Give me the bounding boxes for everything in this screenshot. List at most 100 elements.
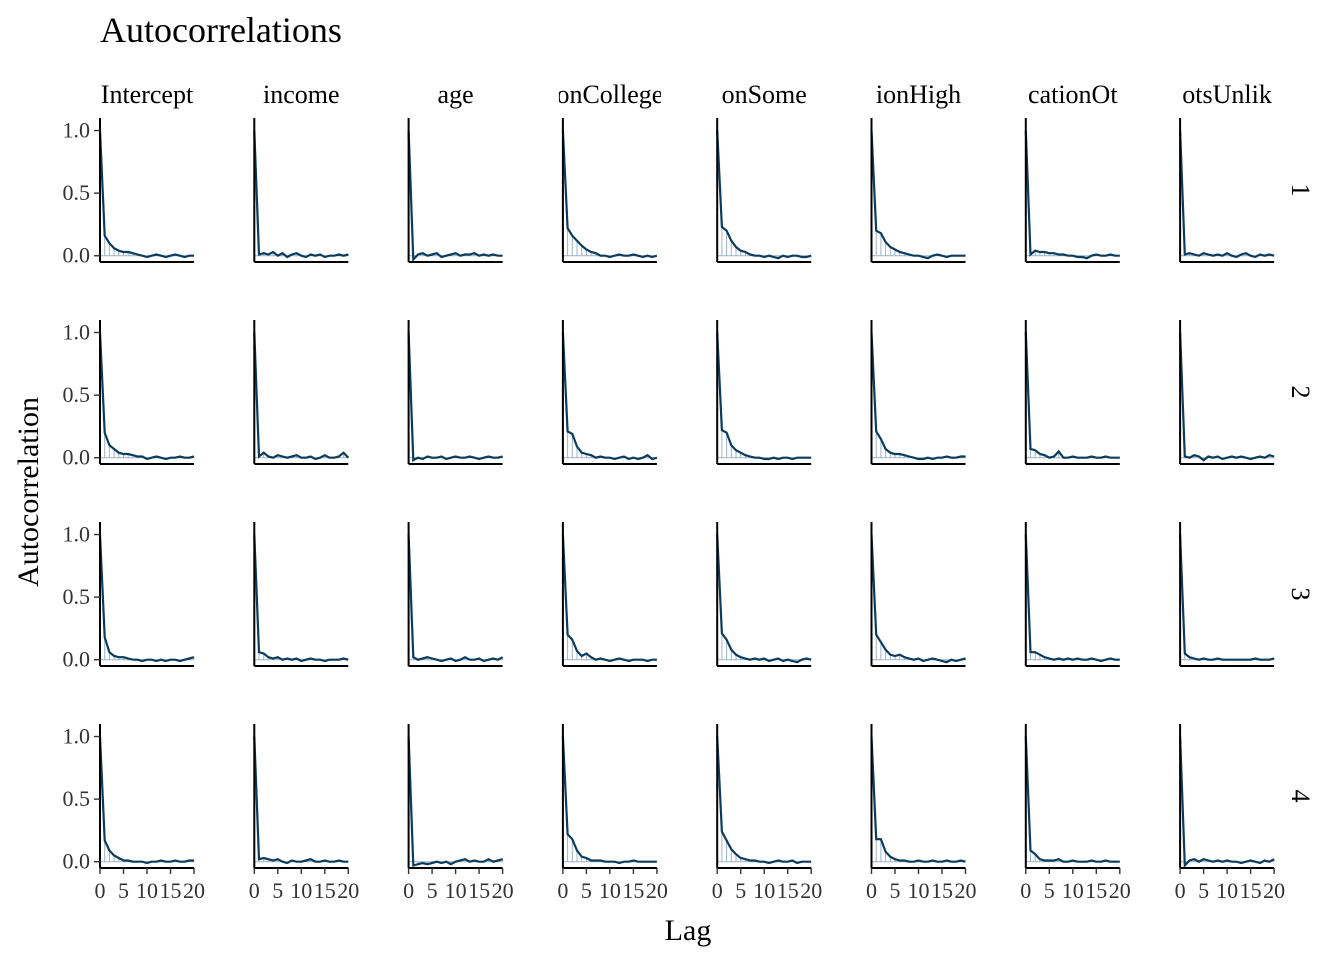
y-tick-label: 0.0	[63, 849, 91, 874]
acf-panel	[561, 320, 658, 465]
x-tick-label: 5	[890, 878, 901, 903]
x-tick-label: 15	[777, 878, 799, 903]
acf-series-line	[1024, 736, 1120, 863]
x-tick-label: 15	[468, 878, 490, 903]
x-tick-label: 20	[800, 878, 822, 903]
x-tick-label: 5	[272, 878, 283, 903]
acf-panel	[870, 320, 966, 465]
x-tick-label: 20	[1109, 878, 1131, 903]
acf-panel: 0.0 0.5 1.0	[63, 522, 195, 672]
x-tick-label: 0	[712, 878, 723, 903]
y-tick-label: 1.0	[63, 724, 91, 749]
acf-series-line	[716, 332, 812, 461]
acf-series-line	[1024, 130, 1120, 260]
acf-panel: 0 5 10 15 20	[249, 724, 359, 903]
acf-series-line	[561, 332, 658, 461]
acf-panel: 0 5 10 15 20	[1020, 724, 1131, 903]
x-tick-label: 20	[1263, 878, 1285, 903]
y-tick-label: 1.0	[63, 118, 91, 143]
acf-panel	[561, 118, 658, 263]
column-strip-label: ionHigh	[876, 80, 961, 109]
acf-series-line	[253, 130, 349, 259]
acf-series-line	[98, 736, 194, 865]
x-tick-label: 0	[557, 878, 568, 903]
x-tick-label: 15	[931, 878, 953, 903]
x-tick-label: 10	[908, 878, 930, 903]
acf-panel	[1179, 118, 1275, 263]
acf-panel	[716, 320, 812, 465]
x-tick-label: 10	[1062, 878, 1084, 903]
acf-series-line	[407, 736, 503, 867]
x-tick-label: 15	[1240, 878, 1262, 903]
acf-panel	[870, 522, 966, 667]
y-tick-label: 0.5	[63, 786, 91, 811]
x-tick-label: 15	[622, 878, 644, 903]
x-tick-label: 15	[160, 878, 182, 903]
acf-series-line	[253, 332, 350, 461]
acf-series-line	[1179, 534, 1275, 661]
x-tick-label: 5	[1198, 878, 1209, 903]
x-tick-label: 5	[427, 878, 438, 903]
acf-series-line	[1179, 130, 1275, 259]
x-axis-title: Lag	[665, 914, 712, 947]
y-tick-label: 1.0	[63, 320, 91, 345]
acf-series-line	[1024, 534, 1120, 663]
acf-panel	[253, 522, 349, 667]
acf-panel	[253, 118, 349, 263]
acf-panel	[407, 320, 504, 465]
acf-series-line	[870, 736, 966, 863]
x-tick-label: 5	[118, 878, 129, 903]
acf-panel	[1179, 320, 1275, 465]
x-tick-label: 10	[290, 878, 312, 903]
x-tick-label: 20	[955, 878, 977, 903]
x-tick-label: 20	[183, 878, 205, 903]
x-tick-label: 5	[1044, 878, 1055, 903]
row-strip-label: 2	[1286, 386, 1315, 399]
y-tick-label: 0.0	[63, 647, 91, 672]
acf-panel	[716, 118, 812, 263]
acf-series-line	[561, 534, 657, 663]
acf-panel	[1179, 522, 1275, 667]
y-tick-label: 0.0	[63, 243, 91, 268]
acf-panel	[561, 522, 657, 667]
column-strip-label: onCollege	[556, 80, 663, 109]
acf-series-line	[870, 130, 966, 260]
acf-series-line	[407, 332, 503, 462]
acf-panel	[1024, 320, 1120, 465]
y-tick-label: 0.5	[63, 180, 91, 205]
acf-series-line	[716, 736, 812, 865]
x-tick-label: 0	[1175, 878, 1186, 903]
acf-panel	[407, 522, 504, 667]
row-strip-label: 1	[1286, 184, 1315, 197]
acf-series-line	[98, 534, 195, 663]
acf-panel: 0.0 0.5 1.0 0 5 10 15 20	[63, 724, 206, 903]
x-tick-label: 10	[136, 878, 158, 903]
column-strip-label: cationOt	[1028, 80, 1118, 109]
acf-panel: 0.0 0.5 1.0	[63, 320, 195, 470]
acf-series-line	[1179, 736, 1275, 869]
chart-title: Autocorrelations	[100, 10, 342, 50]
row-strip-label: 4	[1286, 790, 1315, 803]
x-tick-label: 10	[599, 878, 621, 903]
acf-panel	[870, 118, 966, 263]
acf-panel	[1024, 118, 1120, 263]
y-axis-title: Autocorrelation	[12, 397, 45, 587]
x-tick-label: 0	[249, 878, 260, 903]
y-tick-label: 0.0	[63, 445, 91, 470]
x-tick-label: 10	[445, 878, 467, 903]
acf-panel: 0 5 10 15 20	[403, 724, 514, 903]
acf-panel	[716, 522, 812, 667]
acf-series-line	[1179, 332, 1275, 462]
acf-series-line	[870, 332, 966, 461]
acf-panel	[1024, 522, 1120, 667]
facet-panels: Intercept income age onCollege onSome ionHigh…	[63, 80, 1316, 903]
acf-series-line	[98, 332, 195, 461]
column-strip-label: otsUnlik	[1182, 80, 1272, 109]
acf-series-line	[407, 130, 503, 263]
acf-series-line	[98, 130, 194, 259]
y-tick-label: 0.5	[63, 584, 91, 609]
x-tick-label: 20	[492, 878, 514, 903]
acf-series-line	[870, 534, 966, 664]
x-tick-label: 15	[1085, 878, 1107, 903]
